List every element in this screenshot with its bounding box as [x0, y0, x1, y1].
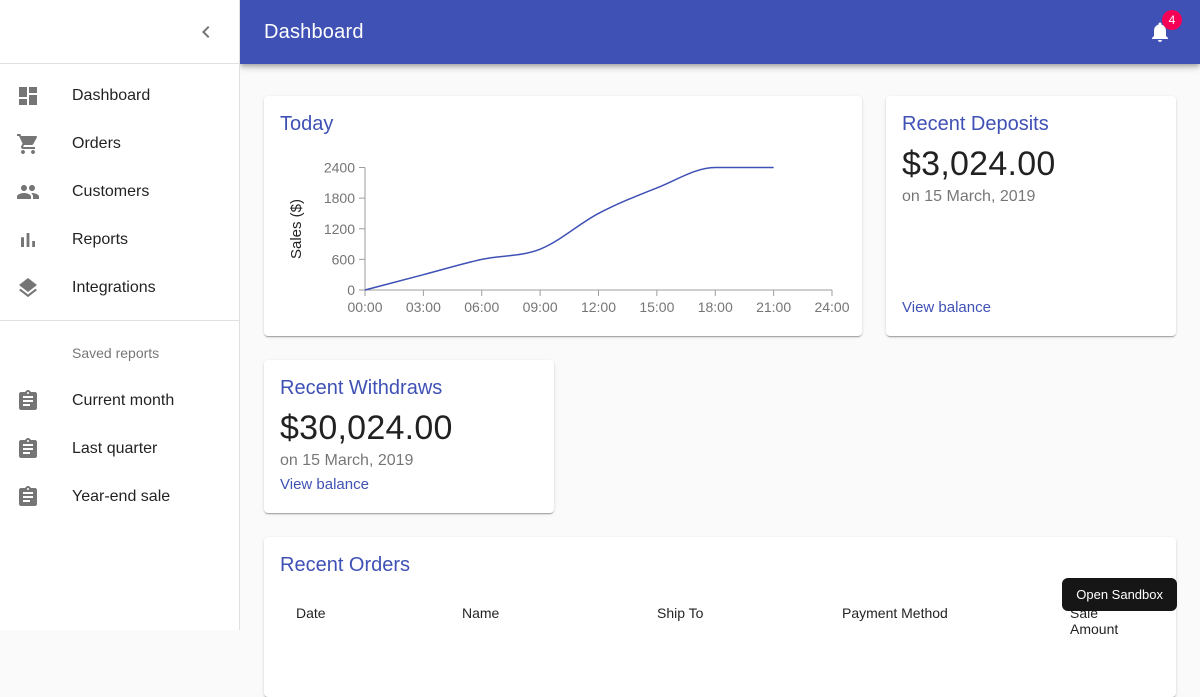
svg-text:03:00: 03:00: [406, 299, 441, 315]
svg-text:09:00: 09:00: [523, 299, 558, 315]
column-header-payment-method: Payment Method: [826, 591, 1054, 653]
withdraws-amount: $30,024.00: [280, 408, 538, 449]
bar-chart-icon: [16, 228, 40, 252]
collapse-drawer-button[interactable]: [182, 8, 230, 56]
sidebar-item-label: Dashboard: [72, 87, 150, 105]
sidebar-item-current-month[interactable]: Current month: [0, 377, 239, 425]
sidebar-item-label: Year-end sale: [72, 488, 170, 506]
sidebar-item-label: Reports: [72, 231, 128, 249]
recent-deposits-card: Recent Deposits $3,024.00 on 15 March, 2…: [886, 96, 1176, 336]
deposits-date: on 15 March, 2019: [902, 185, 1160, 209]
sidebar-main-list: Dashboard Orders Customers Reports Integ…: [0, 64, 239, 320]
withdraws-date: on 15 March, 2019: [280, 449, 538, 473]
page-title: Dashboard: [264, 21, 1136, 44]
column-header-date: Date: [280, 591, 446, 653]
sidebar-saved-list: Saved reports Current month Last quarter…: [0, 321, 239, 529]
sidebar-item-dashboard[interactable]: Dashboard: [0, 72, 239, 120]
spacer: [902, 209, 1160, 296]
shopping-cart-icon: [16, 132, 40, 156]
recent-orders-card: Recent Orders Date Name Ship To Payment …: [264, 537, 1176, 697]
recent-withdraws-card: Recent Withdraws $30,024.00 on 15 March,…: [264, 360, 554, 513]
assignment-icon: [16, 485, 40, 509]
withdraws-card-title: Recent Withdraws: [280, 376, 538, 400]
deposits-view-balance-link[interactable]: View balance: [902, 296, 991, 320]
sidebar-item-year-end-sale[interactable]: Year-end sale: [0, 473, 239, 521]
svg-text:15:00: 15:00: [639, 299, 674, 315]
layers-icon: [16, 276, 40, 300]
open-sandbox-button[interactable]: Open Sandbox: [1062, 578, 1177, 611]
column-header-ship-to: Ship To: [641, 591, 826, 653]
sidebar-item-integrations[interactable]: Integrations: [0, 264, 239, 312]
sidebar-item-label: Last quarter: [72, 440, 157, 458]
svg-text:1800: 1800: [324, 190, 355, 206]
svg-text:Sales ($): Sales ($): [288, 199, 305, 259]
sidebar-item-last-quarter[interactable]: Last quarter: [0, 425, 239, 473]
notifications-badge: 4: [1162, 10, 1182, 30]
people-icon: [16, 180, 40, 204]
deposits-card-title: Recent Deposits: [902, 112, 1160, 136]
dashboard-icon: [16, 84, 40, 108]
svg-text:00:00: 00:00: [347, 299, 382, 315]
svg-text:0: 0: [347, 282, 355, 298]
orders-card-title: Recent Orders: [280, 553, 1160, 577]
today-card-title: Today: [280, 112, 846, 136]
svg-text:12:00: 12:00: [581, 299, 616, 315]
svg-text:2400: 2400: [324, 160, 355, 176]
svg-text:24:00: 24:00: [814, 299, 849, 315]
svg-text:600: 600: [332, 251, 356, 267]
orders-table-header-row: Date Name Ship To Payment Method Sale Am…: [280, 591, 1160, 653]
withdraws-view-balance-link[interactable]: View balance: [280, 473, 369, 497]
chevron-left-icon: [194, 20, 218, 44]
app-bar: Dashboard 4: [240, 0, 1200, 64]
sidebar-item-label: Integrations: [72, 279, 156, 297]
sidebar: Dashboard Orders Customers Reports Integ…: [0, 0, 240, 630]
deposits-amount: $3,024.00: [902, 144, 1160, 185]
svg-text:21:00: 21:00: [756, 299, 791, 315]
svg-text:18:00: 18:00: [698, 299, 733, 315]
sidebar-item-label: Current month: [72, 392, 174, 410]
notifications-button[interactable]: 4: [1136, 8, 1184, 56]
sidebar-item-customers[interactable]: Customers: [0, 168, 239, 216]
assignment-icon: [16, 389, 40, 413]
sidebar-item-label: Customers: [72, 183, 149, 201]
today-chart-card: Today 00:00 03:00 06:00 09:00 12:00 15:00 18:0…: [264, 96, 862, 336]
svg-text:06:00: 06:00: [464, 299, 499, 315]
column-header-name: Name: [446, 591, 641, 653]
saved-reports-subheader: Saved reports: [0, 329, 239, 377]
main-content: Today 00:00 03:00 06:00 09:00 12:00 15:00 18:0…: [240, 64, 1200, 630]
sidebar-toolbar: [0, 0, 239, 64]
sidebar-item-label: Orders: [72, 135, 121, 153]
assignment-icon: [16, 437, 40, 461]
svg-text:1200: 1200: [324, 221, 355, 237]
sidebar-item-orders[interactable]: Orders: [0, 120, 239, 168]
sidebar-item-reports[interactable]: Reports: [0, 216, 239, 264]
